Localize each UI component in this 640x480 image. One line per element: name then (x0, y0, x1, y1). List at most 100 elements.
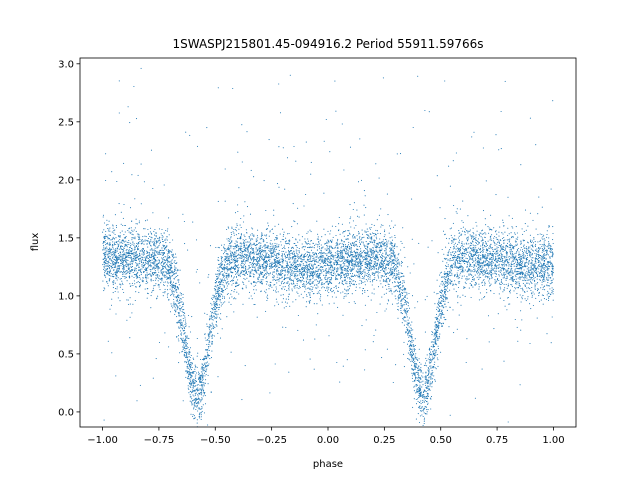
data-point (208, 347, 210, 349)
data-point (373, 224, 375, 226)
data-point (349, 284, 351, 286)
data-point (281, 268, 283, 270)
data-point (226, 270, 229, 272)
data-point (217, 294, 219, 296)
data-point (348, 230, 350, 232)
data-point (157, 251, 159, 253)
data-point (400, 262, 402, 264)
data-point (154, 232, 156, 234)
data-point (387, 299, 389, 301)
data-point (143, 250, 145, 253)
data-point (458, 248, 461, 250)
data-point (354, 262, 356, 264)
data-point (349, 251, 351, 253)
data-point (321, 257, 323, 259)
data-point (103, 261, 105, 263)
data-point (163, 232, 165, 234)
data-point (207, 346, 209, 348)
data-point (405, 301, 407, 303)
data-point (394, 290, 396, 292)
data-point (288, 256, 290, 258)
data-point (163, 263, 165, 265)
data-point (472, 238, 474, 240)
data-point (506, 265, 508, 267)
data-point (309, 280, 311, 282)
data-point (532, 264, 534, 266)
data-point (276, 301, 278, 303)
data-point (363, 278, 365, 280)
data-point (226, 276, 228, 278)
data-point (530, 292, 533, 294)
data-point (503, 255, 505, 257)
data-point (324, 277, 326, 279)
data-point (321, 283, 323, 285)
data-point (473, 131, 475, 133)
data-point (405, 320, 407, 322)
data-point (403, 296, 405, 298)
data-point (266, 261, 268, 263)
data-point (395, 278, 397, 280)
data-point (418, 365, 420, 367)
data-point (215, 298, 217, 300)
data-point (347, 230, 349, 232)
data-point (256, 272, 258, 274)
data-point (390, 249, 392, 252)
data-point (221, 328, 223, 330)
data-point (547, 272, 549, 274)
data-point (279, 233, 281, 235)
data-point (201, 392, 203, 394)
data-point (432, 345, 434, 347)
data-point (123, 241, 125, 243)
data-point (226, 252, 228, 255)
data-point (408, 326, 410, 328)
data-point (264, 290, 266, 292)
data-point (261, 232, 263, 234)
data-point (246, 273, 249, 275)
data-point (158, 262, 160, 264)
data-point (506, 250, 508, 252)
data-point (189, 385, 191, 387)
data-point (258, 269, 260, 272)
data-point (276, 183, 279, 185)
data-point (109, 244, 111, 246)
data-point (302, 256, 304, 258)
data-point (133, 254, 135, 256)
data-point (401, 299, 403, 301)
data-point (119, 238, 121, 241)
data-point (193, 408, 195, 410)
data-point (321, 248, 323, 250)
data-point (177, 300, 179, 303)
data-point (365, 279, 367, 281)
data-point (215, 317, 218, 319)
data-point (284, 260, 286, 262)
data-point (481, 273, 483, 275)
data-point (247, 241, 249, 243)
data-point (346, 359, 348, 361)
data-point (259, 264, 261, 266)
data-point (340, 276, 342, 278)
data-point (249, 251, 251, 254)
data-point (372, 264, 374, 266)
data-point (408, 317, 410, 319)
data-point (235, 273, 237, 275)
data-point (137, 242, 139, 244)
data-point (394, 295, 396, 297)
data-point (546, 236, 548, 238)
data-point (164, 265, 167, 267)
data-point (378, 250, 380, 252)
data-point (385, 285, 387, 287)
data-point (132, 230, 134, 232)
data-point (204, 312, 206, 314)
data-point (185, 335, 187, 337)
data-point (531, 295, 533, 297)
data-point (155, 232, 158, 234)
data-point (491, 267, 493, 269)
data-point (250, 259, 252, 261)
data-point (425, 391, 427, 393)
data-point (539, 239, 541, 241)
data-point (505, 272, 507, 274)
data-point (240, 233, 242, 235)
data-point (352, 236, 354, 238)
data-point (494, 248, 497, 250)
data-point (437, 348, 439, 350)
